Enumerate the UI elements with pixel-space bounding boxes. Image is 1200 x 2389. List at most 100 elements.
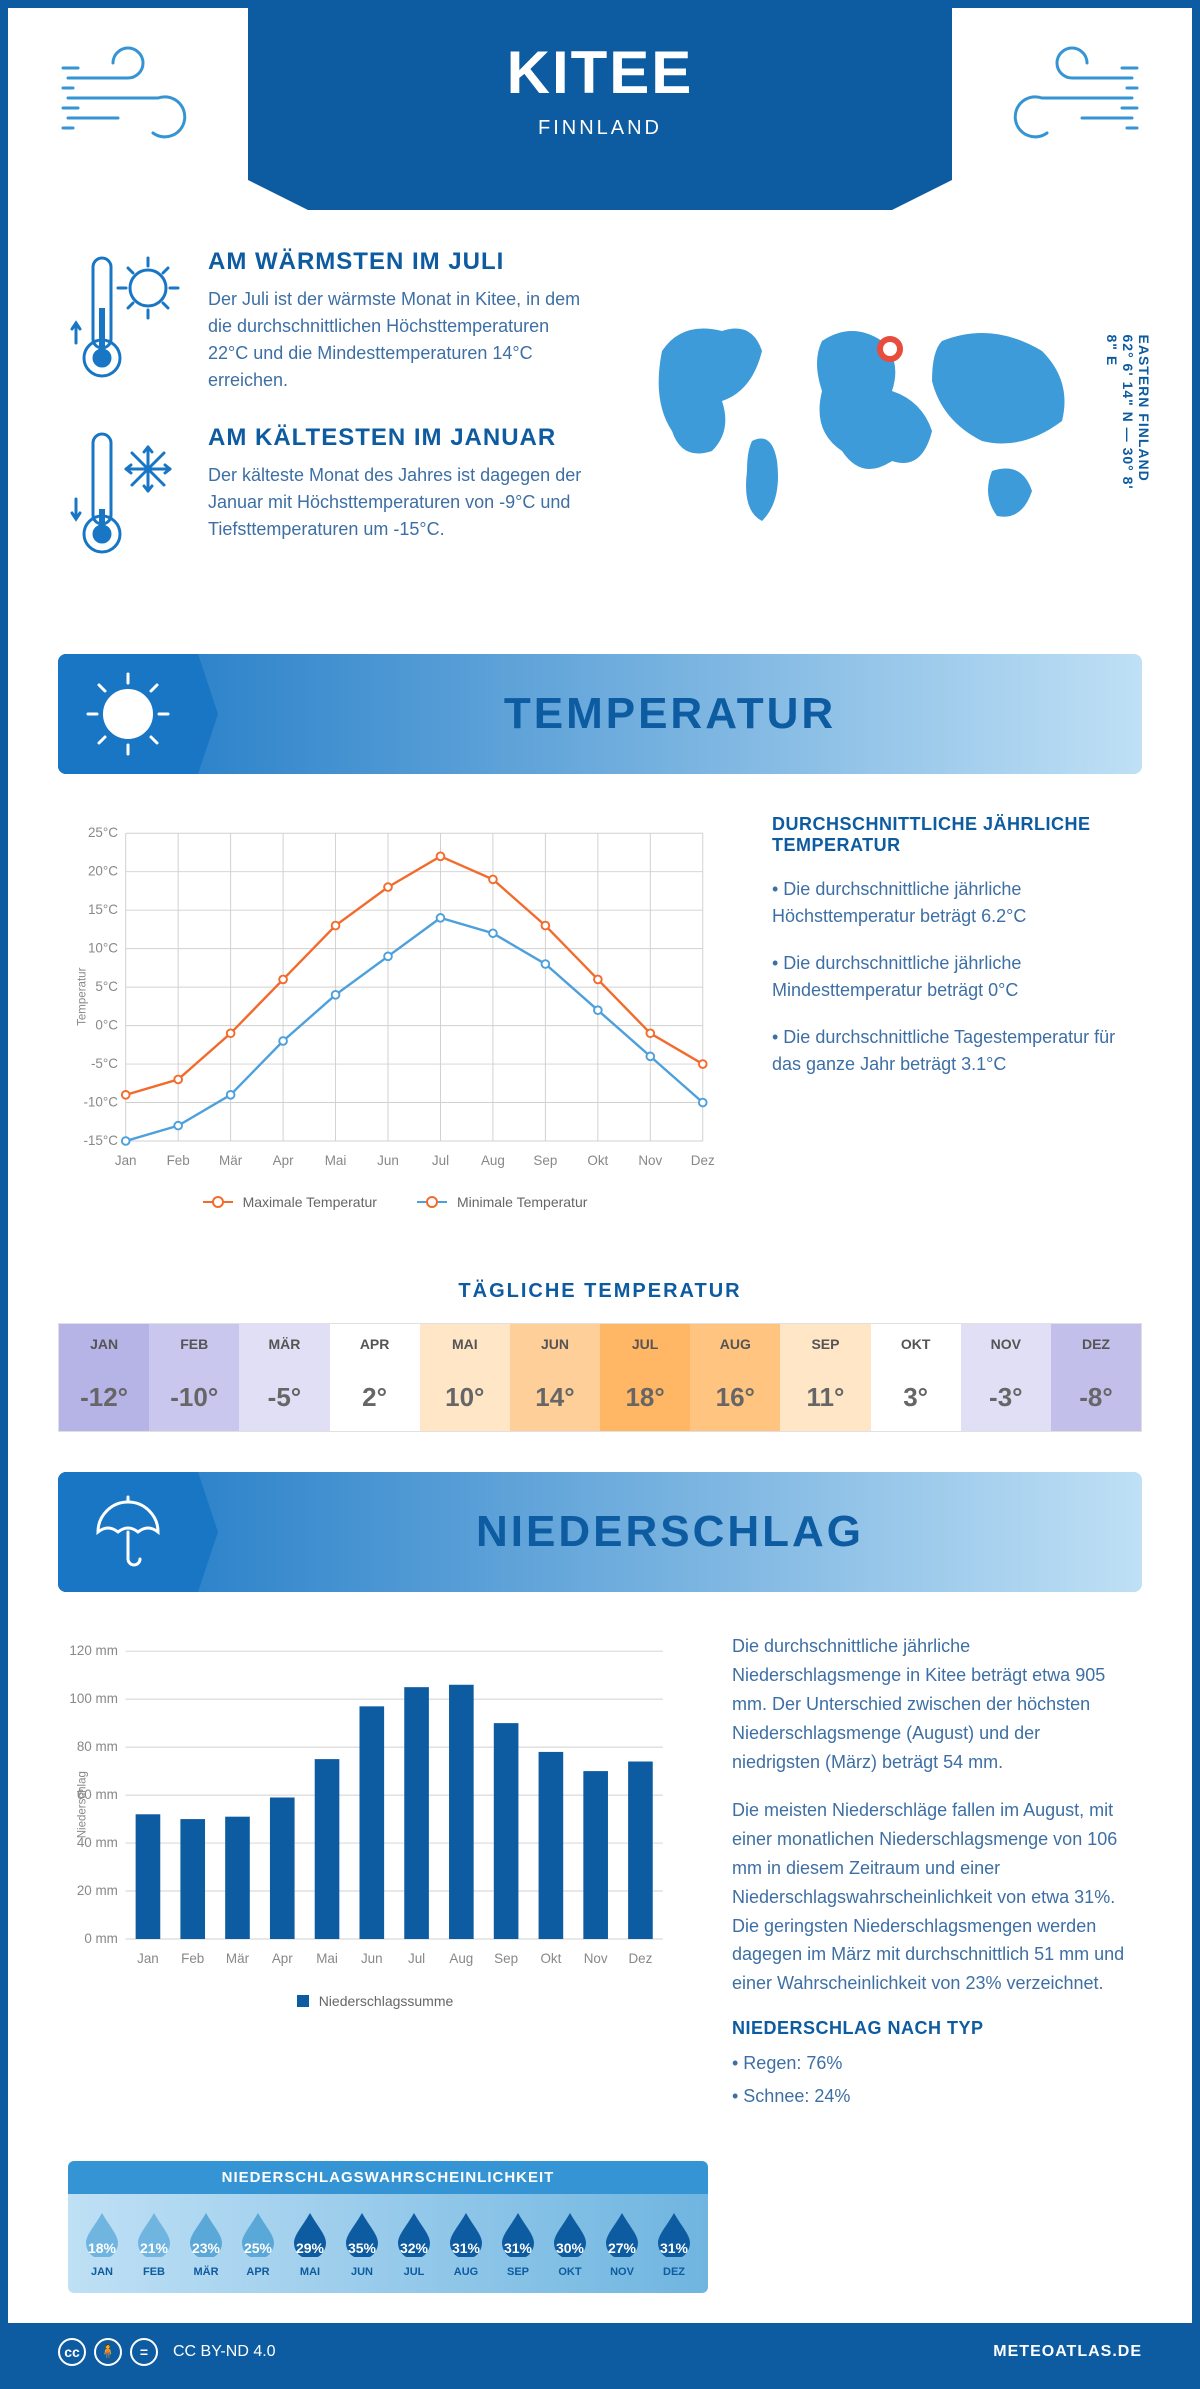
world-map [632,291,1092,551]
daily-cell: OKT 3° [871,1324,961,1431]
svg-text:Dez: Dez [691,1153,715,1168]
svg-text:Jun: Jun [377,1153,399,1168]
svg-text:Jun: Jun [361,1951,383,1966]
prob-cell: 18% JAN [76,2209,128,2278]
svg-text:Mär: Mär [226,1951,250,1966]
svg-text:-5°C: -5°C [91,1056,118,1071]
coordinates: EASTERN FINLAND 62° 6' 14" N — 30° 8' 8"… [1104,335,1152,508]
svg-text:10°C: 10°C [88,940,118,955]
daily-cell: SEP 11° [780,1324,870,1431]
svg-text:Sep: Sep [494,1951,518,1966]
precip-legend: Niederschlagssumme [68,1993,682,2009]
svg-text:0°C: 0°C [95,1017,118,1032]
prob-cell: 25% APR [232,2209,284,2278]
svg-text:Mär: Mär [219,1153,243,1168]
wind-icon-left [48,38,228,178]
by-icon: 🧍 [94,2338,122,2366]
svg-text:Nov: Nov [638,1153,662,1168]
svg-text:20 mm: 20 mm [77,1883,118,1898]
thermometer-hot-icon [68,248,188,388]
section-header-temperature: TEMPERATUR [58,654,1142,774]
svg-text:Temperatur: Temperatur [76,967,88,1025]
svg-text:Apr: Apr [272,1951,293,1966]
svg-text:Mai: Mai [325,1153,347,1168]
svg-text:Dez: Dez [628,1951,652,1966]
svg-text:Jul: Jul [432,1153,449,1168]
section-title: TEMPERATUR [198,689,1142,739]
svg-text:Jan: Jan [137,1951,159,1966]
svg-text:0 mm: 0 mm [84,1931,118,1946]
precip-probability: NIEDERSCHLAGSWAHRSCHEINLICHKEIT 18% JAN … [68,2161,708,2293]
country-label: FINNLAND [268,117,932,140]
umbrella-icon [58,1472,198,1592]
prob-cell: 29% MAI [284,2209,336,2278]
svg-text:5°C: 5°C [95,979,118,994]
daily-cell: AUG 16° [690,1324,780,1431]
svg-text:120 mm: 120 mm [69,1643,117,1658]
site-name: METEOATLAS.DE [993,2343,1142,2361]
prob-cell: 23% MÄR [180,2209,232,2278]
temp-facts-title: DURCHSCHNITTLICHE JÄHRLICHE TEMPERATUR [772,814,1132,856]
thermometer-cold-icon [68,424,188,564]
daily-cell: JUL 18° [600,1324,690,1431]
prob-cell: 27% NOV [596,2209,648,2278]
prob-cell: 31% AUG [440,2209,492,2278]
svg-text:Nov: Nov [584,1951,608,1966]
temp-facts: DURCHSCHNITTLICHE JÄHRLICHE TEMPERATUR •… [772,814,1132,1210]
svg-text:Niederschlag: Niederschlag [76,1772,88,1839]
svg-text:Mai: Mai [316,1951,338,1966]
info-section: AM WÄRMSTEN IM JULI Der Juli ist der wär… [8,228,1192,634]
daily-cell: FEB -10° [149,1324,239,1431]
temp-legend: .legend-marker:nth-child(1)::after{borde… [68,1194,722,1210]
title-banner: KITEE FINNLAND [248,8,952,180]
coldest-text: Der kälteste Monat des Jahres ist dagege… [208,462,592,543]
svg-text:Okt: Okt [540,1951,561,1966]
svg-text:Aug: Aug [449,1951,473,1966]
prob-cell: 31% DEZ [648,2209,700,2278]
section-title: NIEDERSCHLAG [198,1507,1142,1557]
footer: cc 🧍 = CC BY-ND 4.0 METEOATLAS.DE [8,2323,1192,2381]
svg-text:Jul: Jul [408,1951,425,1966]
daily-temp-title: TÄGLICHE TEMPERATUR [8,1280,1192,1303]
daily-cell: MAI 10° [420,1324,510,1431]
svg-text:80 mm: 80 mm [77,1739,118,1754]
svg-text:Sep: Sep [533,1153,557,1168]
svg-text:Apr: Apr [273,1153,294,1168]
daily-cell: MÄR -5° [239,1324,329,1431]
header: KITEE FINNLAND [8,8,1192,228]
svg-text:Okt: Okt [587,1153,608,1168]
svg-text:20°C: 20°C [88,864,118,879]
svg-text:Jan: Jan [115,1153,137,1168]
warmest-text: Der Juli ist der wärmste Monat in Kitee,… [208,286,592,394]
daily-cell: JUN 14° [510,1324,600,1431]
wind-icon-right [972,38,1152,178]
daily-cell: APR 2° [330,1324,420,1431]
city-title: KITEE [268,38,932,107]
daily-cell: NOV -3° [961,1324,1051,1431]
precip-chart: 0 mm20 mm40 mm60 mm80 mm100 mm120 mmNied… [68,1632,682,2130]
cc-icon: cc [58,2338,86,2366]
svg-text:25°C: 25°C [88,825,118,840]
prob-cell: 32% JUL [388,2209,440,2278]
cc-icons: cc 🧍 = [58,2338,158,2366]
nd-icon: = [130,2338,158,2366]
temperature-chart: -15°C-10°C-5°C0°C5°C10°C15°C20°C25°CJanF… [68,814,722,1210]
prob-cell: 30% OKT [544,2209,596,2278]
daily-cell: JAN -12° [59,1324,149,1431]
svg-text:Feb: Feb [181,1951,204,1966]
license-text: CC BY-ND 4.0 [173,2343,276,2361]
prob-cell: 21% FEB [128,2209,180,2278]
prob-cell: 31% SEP [492,2209,544,2278]
daily-cell: DEZ -8° [1051,1324,1141,1431]
warmest-title: AM WÄRMSTEN IM JULI [208,248,592,276]
svg-text:100 mm: 100 mm [69,1691,117,1706]
section-header-precip: NIEDERSCHLAG [58,1472,1142,1592]
coldest-title: AM KÄLTESTEN IM JANUAR [208,424,592,452]
svg-text:-15°C: -15°C [83,1133,118,1148]
precip-facts: Die durchschnittliche jährliche Niedersc… [732,1632,1132,2130]
svg-text:Feb: Feb [167,1153,190,1168]
warmest-fact: AM WÄRMSTEN IM JULI Der Juli ist der wär… [68,248,592,394]
daily-temp-table: JAN -12° FEB -10° MÄR -5° APR 2° MAI 10°… [58,1323,1142,1432]
coldest-fact: AM KÄLTESTEN IM JANUAR Der kälteste Mona… [68,424,592,564]
prob-cell: 35% JUN [336,2209,388,2278]
